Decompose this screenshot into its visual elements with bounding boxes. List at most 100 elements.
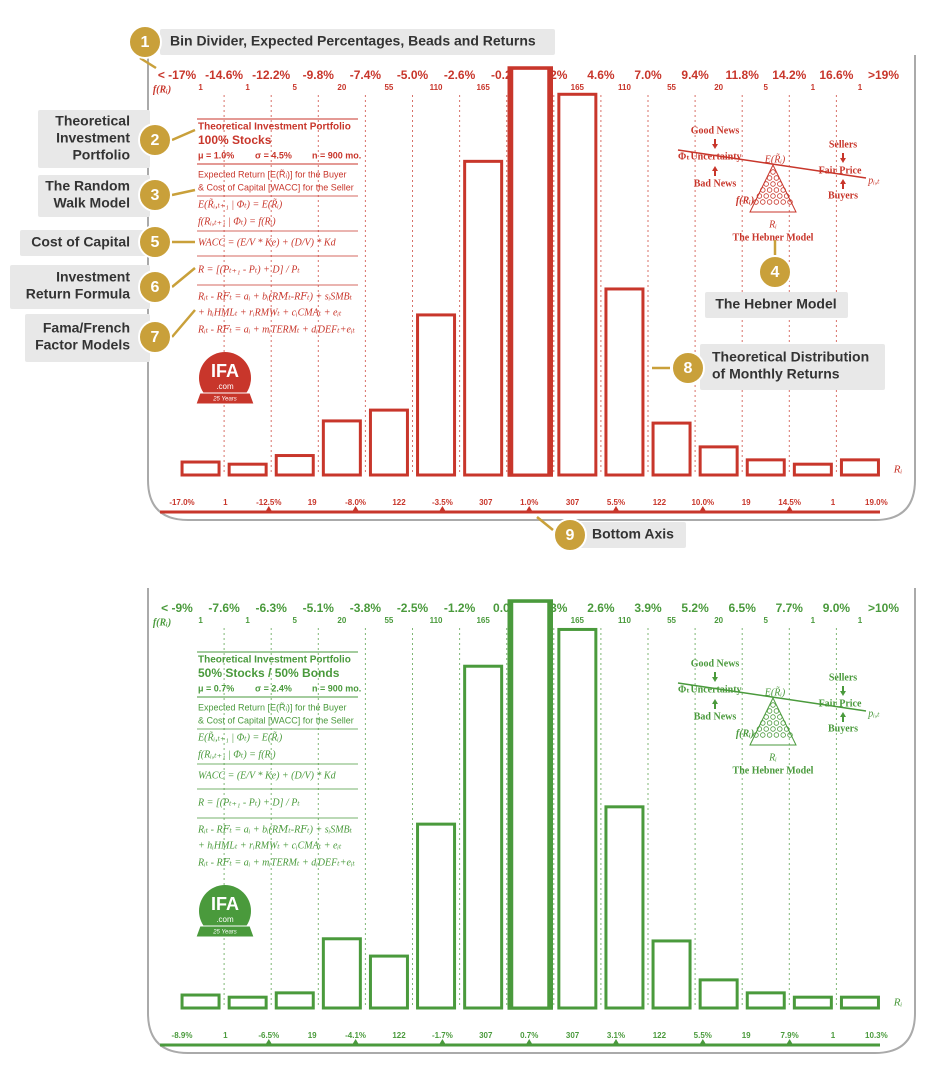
model-text: f(Rᵢ) (736, 195, 754, 206)
model-bead (766, 732, 773, 738)
expected-beads: 1 (811, 616, 816, 625)
bottom-axis-label: 307 (479, 1031, 493, 1040)
formula: R = [(Pₜ₊₁ - Pₜ) + D] / Pₜ (197, 797, 300, 808)
model-name: The Hebner Model (733, 232, 814, 243)
axis-marker (526, 1039, 533, 1044)
callout-arrow (139, 56, 157, 70)
bar (792, 995, 833, 1010)
model-text: Good News (691, 125, 740, 136)
bottom-axis-label: 19 (742, 498, 751, 507)
bin-label: -7.6% (208, 601, 240, 615)
formula: R = [(Pₜ₊₁ - Pₜ) + D] / Pₜ (197, 264, 300, 275)
expected-beads: 55 (667, 83, 676, 92)
bottom-axis-label: -17.0% (169, 498, 194, 507)
portfolio-heading: Theoretical Investment Portfolio (198, 655, 351, 666)
bar (368, 408, 409, 477)
model-text: E(R̃ᵢ) (764, 686, 786, 699)
bar (745, 991, 786, 1010)
bottom-axis-label: 1.0% (520, 498, 538, 507)
callout-arrow (171, 309, 196, 338)
expected-beads: 1 (245, 83, 250, 92)
bottom-axis-label: -1.7% (432, 1031, 453, 1040)
bar (698, 978, 739, 1010)
portfolio-stat: μ = 0.7% (198, 683, 234, 693)
bottom-axis-label: 19 (308, 1031, 317, 1040)
portfolio-heading: Theoretical Investment Portfolio (198, 122, 351, 133)
expected-beads: 110 (618, 616, 631, 625)
bar (180, 993, 221, 1010)
bottom-axis-label: 122 (653, 498, 667, 507)
bottom-axis-label: 307 (566, 498, 580, 507)
model-pyramid (749, 163, 797, 213)
expected-beads: 1 (858, 83, 863, 92)
callout-circle (553, 518, 587, 552)
model-bead (760, 199, 766, 205)
model-bead (770, 702, 776, 708)
formula: WACC = (E/V * Ke) + (D/V) * Kd (198, 770, 337, 781)
model-bead (766, 720, 773, 726)
callout-number: 1 (141, 34, 150, 51)
bottom-axis-label: 122 (392, 1031, 406, 1040)
bottom-axis-label: 1 (831, 498, 836, 507)
axis-marker (265, 506, 272, 511)
model-text: Buyers (828, 190, 858, 201)
model-text: Rᵢ (768, 219, 777, 230)
model-text: pᵢ,ₜ (867, 175, 880, 186)
model-bead (783, 193, 790, 199)
formula: Rᵢₜ - R𝐹ₜ = aᵢ + bᵢ(R𝑀ₜ-R𝐹ₜ) + sᵢSMBₜ (197, 291, 353, 302)
bar (463, 664, 504, 1010)
callout-number: 2 (151, 132, 160, 149)
portfolio-stat: σ = 2.4% (255, 683, 292, 693)
expected-beads: 5 (764, 616, 769, 625)
axis-marker (526, 506, 533, 511)
model-bead (773, 175, 780, 181)
model-bead (770, 193, 776, 199)
bar (557, 627, 598, 1010)
expected-beads: 110 (430, 83, 443, 92)
portfolio-stat: n = 900 mo. (312, 150, 361, 160)
model-bead (787, 732, 793, 738)
callout-circle (671, 351, 705, 385)
bin-label: 16.6% (819, 68, 853, 82)
model-text: Good News (691, 658, 740, 669)
portfolio-title: 100% Stocks (198, 133, 272, 147)
bin-label: 4.6% (587, 68, 615, 82)
logo-badge (199, 352, 251, 404)
expected-beads: 1 (858, 616, 863, 625)
model-arrowhead (712, 144, 718, 149)
callout-number: 3 (151, 187, 160, 204)
bottom-axis-label: 19 (742, 1031, 751, 1040)
callout-arrow (171, 188, 196, 197)
model-bead (766, 187, 773, 193)
model-bead (760, 187, 766, 193)
expected-beads: 5 (764, 83, 769, 92)
model-text: f(Rᵢ) (736, 728, 754, 739)
bar (510, 66, 551, 477)
model-text: Sellers (829, 672, 857, 683)
bar (368, 954, 409, 1010)
callout-label: Return Formula (26, 286, 130, 302)
formula: Rᵢₜ - R𝐹ₜ = aᵢ + mᵢTERMₜ + dᵢDEFₜ+eᵢₜ (197, 857, 355, 868)
bottom-axis-label: -4.1% (345, 1031, 366, 1040)
bin-label: 7.0% (634, 68, 662, 82)
bar (274, 991, 315, 1010)
callout-label: Theoretical Distribution (712, 349, 869, 365)
bar (510, 599, 551, 1010)
bottom-axis-label: 5.5% (694, 1031, 712, 1040)
callout-label: Bin Divider, Expected Percentages, Beads… (170, 33, 536, 49)
bin-label: 9.0% (823, 601, 851, 615)
model-bead (780, 732, 786, 738)
logo-ribbon (195, 392, 255, 405)
callout-label: The Random (45, 178, 130, 194)
callout-circle (138, 225, 172, 259)
expected-beads: 55 (667, 616, 676, 625)
bar (274, 454, 315, 477)
model-bead (766, 175, 773, 181)
axis-marker (439, 1039, 446, 1044)
model-bead (766, 708, 773, 714)
expected-beads: 55 (384, 616, 393, 625)
model-arrowhead (712, 166, 718, 171)
bar (651, 421, 692, 477)
model-text: Uncertainty (690, 151, 741, 162)
bottom-axis-label: 307 (566, 1031, 580, 1040)
